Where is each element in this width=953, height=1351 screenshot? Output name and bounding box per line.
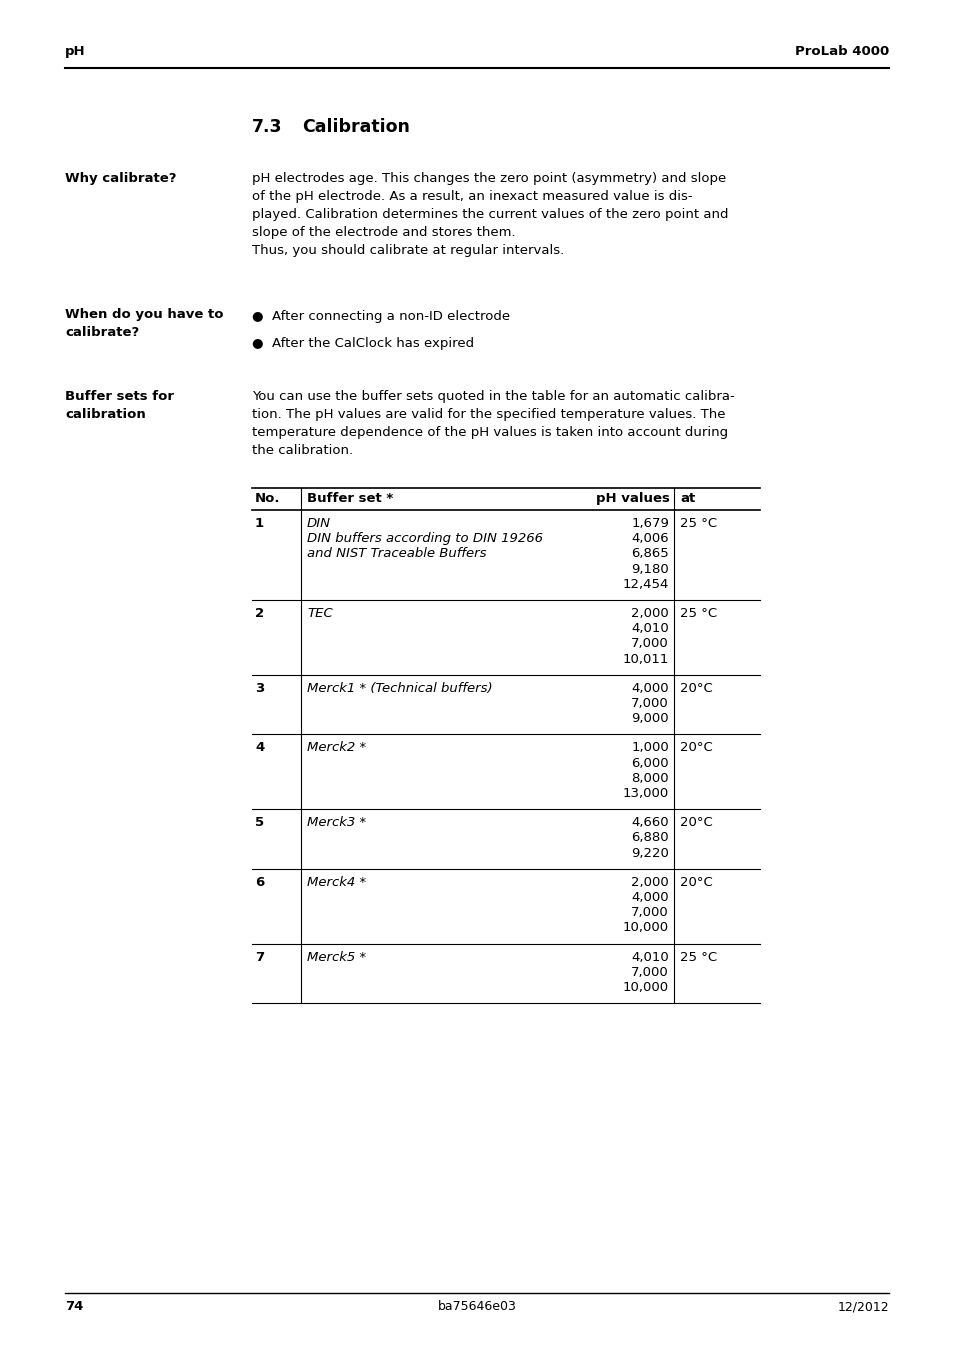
Text: DIN: DIN (307, 517, 331, 530)
Text: 4,010: 4,010 (631, 623, 668, 635)
Text: 7.3: 7.3 (252, 118, 282, 136)
Text: 3: 3 (254, 682, 264, 694)
Text: 10,000: 10,000 (622, 921, 668, 935)
Text: 10,011: 10,011 (622, 653, 668, 666)
Text: 2,000: 2,000 (631, 875, 668, 889)
Text: Merck5 *: Merck5 * (307, 951, 366, 963)
Text: 4,000: 4,000 (631, 892, 668, 904)
Text: 9,180: 9,180 (631, 562, 668, 576)
Text: 12/2012: 12/2012 (837, 1300, 888, 1313)
Text: 4: 4 (254, 742, 264, 754)
Text: When do you have to
calibrate?: When do you have to calibrate? (65, 308, 223, 339)
Text: 7,000: 7,000 (631, 907, 668, 919)
Text: 1,679: 1,679 (631, 517, 668, 530)
Text: 4,010: 4,010 (631, 951, 668, 963)
Text: 6,000: 6,000 (631, 757, 668, 770)
Text: You can use the buffer sets quoted in the table for an automatic calibra-
tion. : You can use the buffer sets quoted in th… (252, 390, 734, 457)
Text: Merck2 *: Merck2 * (307, 742, 366, 754)
Text: 4,660: 4,660 (631, 816, 668, 830)
Text: 4,000: 4,000 (631, 682, 668, 694)
Text: 5: 5 (254, 816, 264, 830)
Text: ●  After the CalClock has expired: ● After the CalClock has expired (252, 336, 474, 350)
Text: 2,000: 2,000 (631, 607, 668, 620)
Text: pH: pH (65, 45, 86, 58)
Text: 7,000: 7,000 (631, 697, 668, 711)
Text: 9,220: 9,220 (631, 847, 668, 859)
Text: 74: 74 (65, 1300, 83, 1313)
Text: 10,000: 10,000 (622, 981, 668, 994)
Text: DIN buffers according to DIN 19266: DIN buffers according to DIN 19266 (307, 532, 542, 546)
Text: 7: 7 (254, 951, 264, 963)
Text: Why calibrate?: Why calibrate? (65, 172, 176, 185)
Text: 6,880: 6,880 (631, 831, 668, 844)
Text: 9,000: 9,000 (631, 712, 668, 725)
Text: 12,454: 12,454 (622, 578, 668, 590)
Text: 13,000: 13,000 (622, 788, 668, 800)
Text: Buffer set *: Buffer set * (307, 492, 393, 505)
Text: 6: 6 (254, 875, 264, 889)
Text: pH values: pH values (596, 492, 669, 505)
Text: ProLab 4000: ProLab 4000 (794, 45, 888, 58)
Text: 8,000: 8,000 (631, 771, 668, 785)
Text: ba75646e03: ba75646e03 (437, 1300, 516, 1313)
Text: Buffer sets for
calibration: Buffer sets for calibration (65, 390, 173, 422)
Text: 20°C: 20°C (679, 742, 712, 754)
Text: 1,000: 1,000 (631, 742, 668, 754)
Text: TEC: TEC (307, 607, 333, 620)
Text: ●  After connecting a non-ID electrode: ● After connecting a non-ID electrode (252, 309, 510, 323)
Text: 20°C: 20°C (679, 816, 712, 830)
Text: Merck3 *: Merck3 * (307, 816, 366, 830)
Text: 7,000: 7,000 (631, 966, 668, 979)
Text: 6,865: 6,865 (631, 547, 668, 561)
Text: Merck1 * (Technical buffers): Merck1 * (Technical buffers) (307, 682, 492, 694)
Text: pH electrodes age. This changes the zero point (asymmetry) and slope
of the pH e: pH electrodes age. This changes the zero… (252, 172, 728, 257)
Text: 25 °C: 25 °C (679, 607, 717, 620)
Text: 1: 1 (254, 517, 264, 530)
Text: and NIST Traceable Buffers: and NIST Traceable Buffers (307, 547, 486, 561)
Text: 7,000: 7,000 (631, 638, 668, 650)
Text: 2: 2 (254, 607, 264, 620)
Text: 20°C: 20°C (679, 875, 712, 889)
Text: 25 °C: 25 °C (679, 517, 717, 530)
Text: Merck4 *: Merck4 * (307, 875, 366, 889)
Text: 20°C: 20°C (679, 682, 712, 694)
Text: 4,006: 4,006 (631, 532, 668, 546)
Text: Calibration: Calibration (302, 118, 410, 136)
Text: at: at (679, 492, 695, 505)
Text: No.: No. (254, 492, 280, 505)
Text: 25 °C: 25 °C (679, 951, 717, 963)
